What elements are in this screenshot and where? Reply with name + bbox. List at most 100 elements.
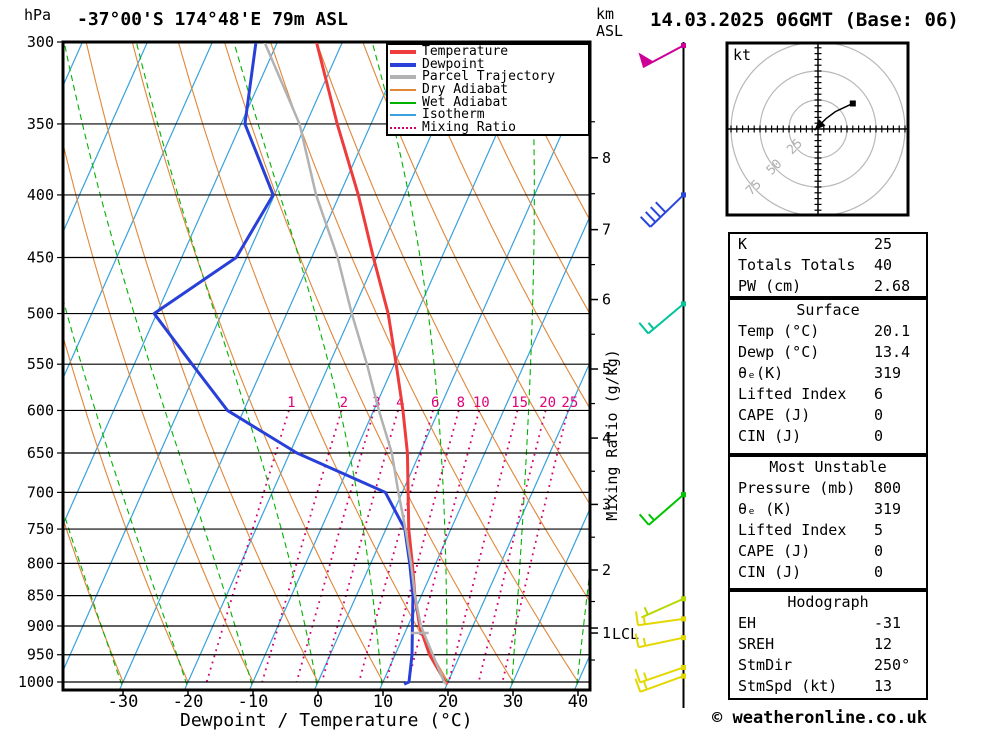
- stat-value: 0: [874, 563, 884, 581]
- stats-box-indices: K 25 Totals Totals 40 PW (cm) 2.68: [728, 232, 928, 298]
- wind-barb: [641, 596, 686, 619]
- svg-text:4: 4: [396, 395, 404, 411]
- stat-value: 12: [874, 635, 893, 653]
- stat-value: 13.4: [874, 343, 911, 361]
- stat-row: Totals Totals 40: [730, 255, 926, 276]
- stat-label: StmDir: [738, 656, 793, 674]
- chart-legend: Temperature Dewpoint Parcel Trajectory Dry …: [386, 43, 590, 136]
- stat-row: StmSpd (kt) 13: [730, 676, 926, 697]
- mixing-ratio-labels: 1 2 3 4 6 8 10 15 20 25: [287, 395, 578, 411]
- legend-label: Dewpoint: [422, 56, 485, 72]
- legend-item: Temperature: [390, 44, 588, 60]
- legend-label: Parcel Trajectory: [422, 69, 556, 85]
- svg-text:20: 20: [539, 395, 556, 411]
- svg-text:850: 850: [27, 587, 54, 605]
- pressure-unit-label: hPa: [24, 6, 52, 24]
- svg-text:1000: 1000: [18, 673, 54, 691]
- svg-text:900: 900: [27, 617, 54, 635]
- svg-text:5: 5: [602, 360, 611, 378]
- stat-label: CAPE (J): [738, 542, 811, 560]
- legend-swatch-mixing-ratio: [390, 126, 416, 129]
- series-temperature: [315, 43, 449, 686]
- svg-text:6: 6: [602, 291, 611, 309]
- stat-value: 319: [874, 500, 902, 518]
- altitude-unit-asl: ASL: [596, 22, 624, 40]
- svg-text:500: 500: [27, 305, 54, 323]
- run-datetime: 14.03.2025 06GMT (Base: 06): [650, 9, 959, 31]
- wind-barb: [635, 611, 686, 627]
- stat-label: Lifted Index: [738, 385, 847, 403]
- altitude-unit-label: km ASL: [596, 6, 623, 40]
- stat-row: CIN (J) 0: [730, 562, 926, 583]
- stat-row: K 25: [730, 234, 926, 255]
- svg-text:800: 800: [27, 554, 54, 572]
- stat-label: SREH: [738, 635, 775, 653]
- stat-label: CIN (J): [738, 427, 802, 445]
- stat-label: θₑ (K): [738, 500, 793, 518]
- stat-value: 6: [874, 385, 884, 403]
- wind-barb: [639, 192, 686, 228]
- svg-text:300: 300: [27, 33, 54, 51]
- stat-value: 20.1: [874, 322, 911, 340]
- svg-text:25: 25: [784, 136, 806, 158]
- stat-label: EH: [738, 614, 757, 632]
- series-dewpoint: [152, 43, 415, 686]
- stat-value: 2.68: [874, 277, 911, 295]
- svg-text:10: 10: [373, 692, 393, 712]
- svg-text:8: 8: [457, 395, 465, 411]
- isotherm-lines: [64, 43, 589, 689]
- stat-row: StmDir 250°: [730, 655, 926, 676]
- stat-label: Totals Totals: [738, 256, 856, 274]
- stat-row: Dewp (°C) 13.4: [730, 342, 926, 363]
- legend-swatch-dewpoint: [390, 62, 416, 67]
- svg-text:450: 450: [27, 249, 54, 267]
- legend-item: Dewpoint: [390, 56, 588, 72]
- stat-row: SREH 12: [730, 634, 926, 655]
- pressure-grid: 300 350 400 450 500 550 600 650 700 750 800 850 900 9…: [18, 33, 590, 691]
- svg-text:1: 1: [287, 395, 295, 411]
- svg-text:7: 7: [602, 221, 611, 239]
- stat-row: CIN (J) 0: [730, 426, 926, 447]
- svg-text:30: 30: [503, 692, 523, 712]
- svg-text:LCL: LCL: [612, 625, 639, 643]
- wind-barb-column: [634, 42, 686, 708]
- svg-text:750: 750: [27, 520, 54, 538]
- svg-text:550: 550: [27, 355, 54, 373]
- legend-item: Parcel Trajectory: [390, 69, 588, 85]
- stat-row: CAPE (J) 0: [730, 405, 926, 426]
- mixing-ratio-axis-label: Mixing Ratio (g/kg): [603, 349, 621, 521]
- wind-barb: [634, 673, 686, 693]
- altitude-unit-km: km: [596, 5, 615, 23]
- stat-row: θₑ(K) 319: [730, 363, 926, 384]
- stat-label: StmSpd (kt): [738, 677, 838, 695]
- svg-text:700: 700: [27, 483, 54, 501]
- stat-row: Temp (°C) 20.1: [730, 321, 926, 342]
- stat-value: 250°: [874, 656, 911, 674]
- stat-value: 40: [874, 256, 893, 274]
- svg-text:0: 0: [313, 692, 323, 712]
- stat-row: CAPE (J) 0: [730, 541, 926, 562]
- svg-text:2: 2: [602, 561, 611, 579]
- xaxis-title: Dewpoint / Temperature (°C): [180, 710, 473, 731]
- svg-text:4: 4: [602, 429, 611, 447]
- stat-row: EH -31: [730, 613, 926, 634]
- wind-barb: [638, 492, 686, 526]
- legend-item: Dry Adiabat: [390, 83, 588, 97]
- watermark: © weatheronline.co.uk: [712, 708, 927, 728]
- stat-row: θₑ (K) 319: [730, 499, 926, 520]
- stat-value: 0: [874, 427, 884, 445]
- stat-value: 800: [874, 479, 902, 497]
- stat-value: 0: [874, 406, 884, 424]
- stat-label: CAPE (J): [738, 406, 811, 424]
- stats-box-header: Most Unstable: [769, 458, 887, 476]
- legend-swatch-temperature: [390, 50, 416, 55]
- stat-label: CIN (J): [738, 563, 802, 581]
- svg-text:2: 2: [340, 395, 348, 411]
- svg-text:950: 950: [27, 646, 54, 664]
- legend-label: Temperature: [422, 44, 509, 60]
- stat-label: Temp (°C): [738, 322, 820, 340]
- stats-box-header: Surface: [796, 301, 860, 319]
